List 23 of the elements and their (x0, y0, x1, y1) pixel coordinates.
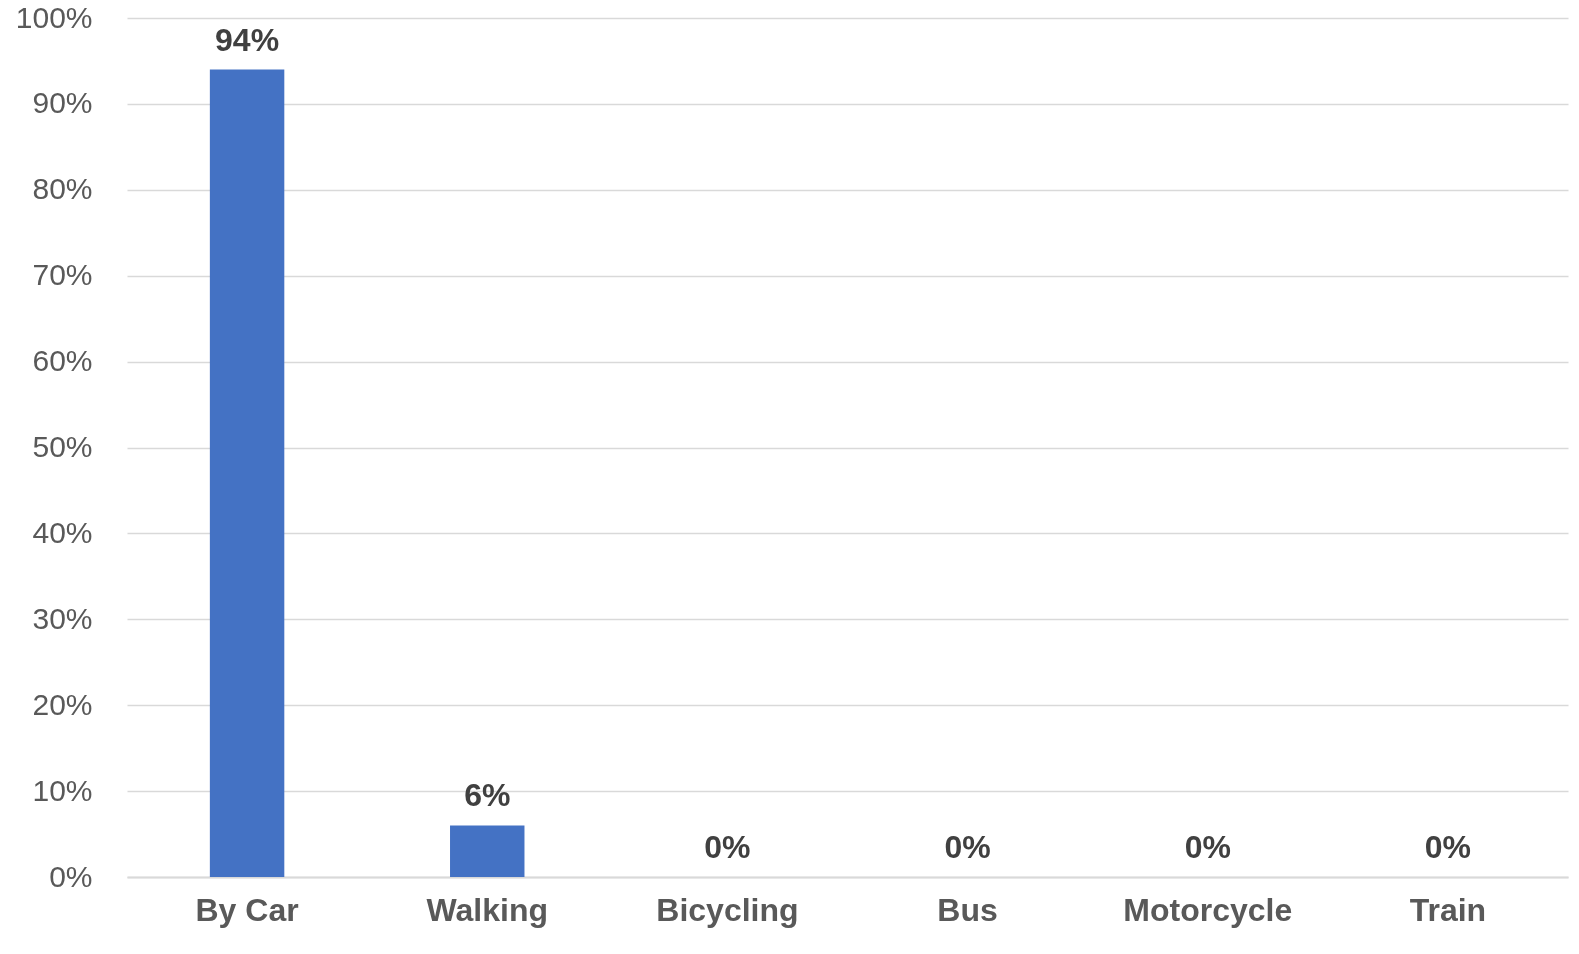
x-tick-label: Motorcycle (1123, 891, 1293, 928)
y-tick-label: 50% (32, 430, 93, 463)
y-tick-label: 30% (32, 601, 93, 635)
y-tick-label: 100% (15, 0, 93, 34)
data-label: 0% (1184, 829, 1231, 865)
data-label: 6% (464, 777, 511, 814)
y-tick-label: 70% (32, 258, 93, 292)
x-tick-label: Walking (426, 891, 548, 928)
y-tick-label: 90% (32, 86, 93, 120)
y-tick-label: 20% (32, 687, 93, 721)
y-tick-label: 40% (32, 515, 93, 549)
data-label: 0% (704, 829, 751, 865)
data-label: 94% (215, 21, 280, 58)
y-tick-label: 0% (49, 859, 93, 893)
data-label: 0% (1424, 829, 1472, 865)
data-label: 0% (944, 829, 991, 865)
y-tick-label: 80% (32, 172, 93, 206)
x-tick-label: Train (1409, 891, 1487, 928)
y-tick-label: 60% (32, 344, 93, 378)
y-tick-label: 10% (32, 773, 93, 807)
x-tick-label: Bicycling (656, 891, 799, 928)
x-tick-label: Bus (937, 891, 998, 928)
x-tick-label: By Car (195, 891, 299, 928)
